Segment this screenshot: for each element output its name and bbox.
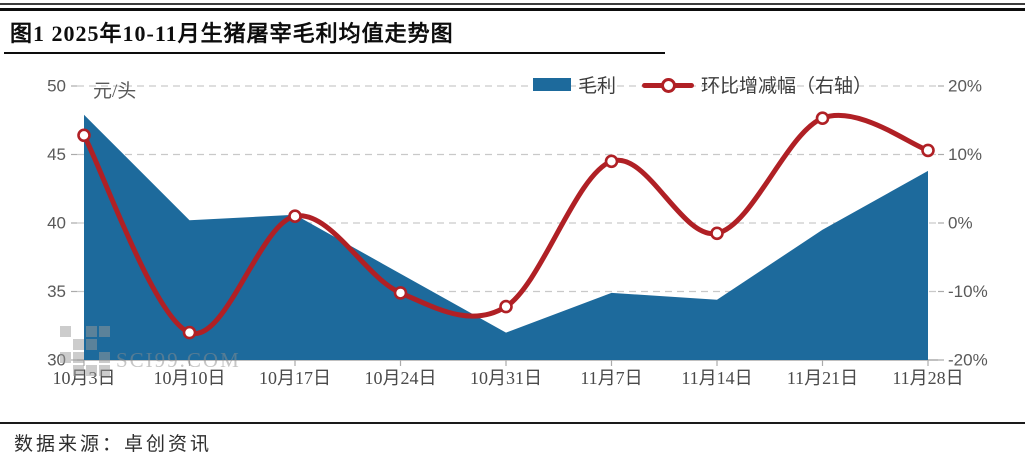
legend-line-sample [642,77,695,93]
data-point-marker [499,299,513,314]
left-axis-label: 40 [47,214,66,233]
figure-title: 图1 2025年10-11月生猪屠宰毛利均值走势图 [4,11,665,54]
x-axis-label: 10月3日 [53,368,116,388]
right-axis-label: -10% [948,282,988,301]
top-rule-thick [0,8,1025,11]
data-point-marker [604,154,619,169]
right-axis-label: 10% [948,145,982,164]
data-point-marker [393,286,408,300]
legend-area-swatch [533,78,571,91]
legend-line-label: 环比增减幅（右轴） [701,76,873,97]
left-axis-label: 35 [47,282,66,301]
x-axis-label: 10月31日 [470,368,542,388]
right-axis-label: 20% [948,77,982,96]
right-axis-label: -20% [948,351,988,370]
area-series-gross-profit [84,114,928,360]
right-axis-label: 0% [948,214,973,233]
x-axis-label: 10月10日 [154,368,226,388]
x-axis-label: 11月21日 [787,368,858,388]
data-point-marker [288,209,302,223]
x-axis-label: 10月24日 [365,368,437,388]
combo-chart-svg: 50 20% 45 10% 40 0% 35 -10% 30 -20% 10月3日 10月10日 10月… [47,77,988,389]
x-axis-label: 11月14日 [681,368,752,388]
left-axis-label: 45 [47,145,66,164]
data-point-marker [815,111,830,125]
legend-item-gross-profit: 毛利 [533,71,616,98]
data-point-marker [921,143,935,158]
y-axis-unit-label: 元/头 [93,81,137,102]
legend-line-marker-icon [661,77,677,93]
left-axis-label: 30 [47,351,66,370]
top-rule-thin [0,3,1025,5]
data-point-marker [710,226,724,241]
chart-area: 50 20% 45 10% 40 0% 35 -10% 30 -20% 10月3日 10月10日 10月… [0,54,1025,422]
x-axis-label: 10月17日 [259,368,331,388]
data-point-marker [182,325,197,340]
left-axis-label: 50 [47,77,66,96]
x-axis-label: 11月7日 [580,368,642,388]
x-axis-label: 11月28日 [892,368,963,388]
data-point-marker [77,128,91,143]
chart-legend: 毛利 环比增减幅（右轴） [533,71,872,98]
data-source: 数据来源：卓创资讯 [0,422,1025,458]
legend-item-wow-change: 环比增减幅（右轴） [642,71,872,98]
legend-area-label: 毛利 [578,76,617,97]
